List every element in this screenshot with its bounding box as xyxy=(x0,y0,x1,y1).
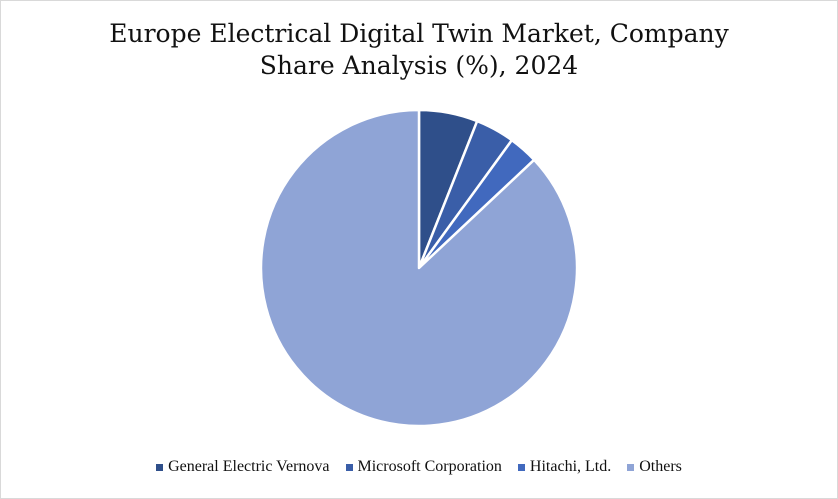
chart-title-line-2: Share Analysis (%), 2024 xyxy=(259,51,579,80)
legend-swatch-others xyxy=(627,463,635,471)
legend-label-general-electric-vernova: General Electric Vernova xyxy=(168,458,330,475)
legend-item-general-electric-vernova: General Electric Vernova xyxy=(156,458,330,476)
chart-title: Europe Electrical Digital Twin Market, C… xyxy=(0,18,838,82)
pie-slice-others xyxy=(259,108,579,428)
chart-legend: General Electric Vernova Microsoft Corpo… xyxy=(0,458,838,476)
legend-swatch-hitachi xyxy=(517,463,525,471)
legend-item-microsoft-corporation: Microsoft Corporation xyxy=(345,458,502,476)
legend-label-microsoft-corporation: Microsoft Corporation xyxy=(357,458,502,475)
chart-title-line-1: Europe Electrical Digital Twin Market, C… xyxy=(109,19,729,48)
legend-swatch-general-electric-vernova xyxy=(156,463,164,471)
legend-item-others: Others xyxy=(627,458,682,476)
legend-label-hitachi: Hitachi, Ltd. xyxy=(529,458,612,475)
legend-label-others: Others xyxy=(639,458,682,475)
legend-item-hitachi: Hitachi, Ltd. xyxy=(517,458,612,476)
legend-swatch-microsoft-corporation xyxy=(345,463,353,471)
